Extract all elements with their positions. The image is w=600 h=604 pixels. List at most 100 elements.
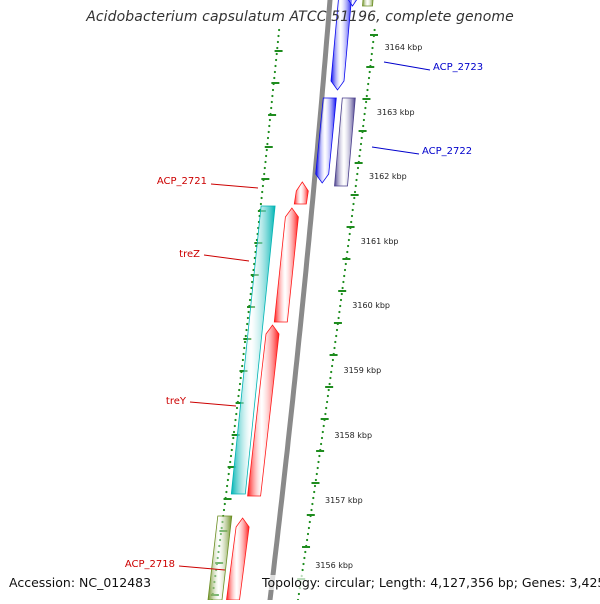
ruler-dot [227,472,230,476]
gene-label-leader [383,61,431,71]
ruler-dot [260,196,263,200]
ruler-dot [233,424,236,428]
gene-acp-2723 [330,0,352,91]
ruler-dot [325,406,328,410]
ruler-tick-label: 3163 kbp [377,108,415,117]
ruler-dot [331,364,334,368]
ruler-dot [350,220,353,224]
gene-acp-2722 [334,97,356,187]
ruler-dot [247,310,250,314]
ruler-dot [333,346,336,350]
gene-label-leader [189,401,237,407]
ruler-dot [265,148,268,152]
ruler-dot [344,262,347,266]
accession-text: Accession: NC_012483 [9,575,152,590]
ruler-dot [278,28,281,32]
ruler-dot [338,310,341,314]
ruler-dot [353,190,357,194]
ruler-dot [346,250,349,254]
gene-label: ACP_2721 [157,176,207,187]
ruler-dot [367,82,370,86]
ruler-dot [243,340,247,344]
ruler-tick-label: 3160 kbp [352,301,390,310]
ruler-tick-label: 3156 kbp [315,561,353,570]
ruler-dot [335,328,339,332]
ruler-dot [313,490,316,494]
ruler-tick-label: 3164 kbp [385,43,423,52]
ruler-dot [362,124,365,128]
ruler-dot [268,124,271,128]
ruler-dot [339,298,343,302]
ruler-tick-label: 3159 kbp [344,366,382,375]
ruler-dot [335,334,338,338]
ruler-dot [328,382,331,386]
ruler-dot [340,292,343,296]
ruler-dot [347,244,350,248]
ruler-dot [273,70,276,74]
ruler-dot [337,316,340,320]
ruler-dot [271,94,274,98]
ruler-dot [235,412,238,416]
ruler-dot [331,358,334,362]
ruler-dot [370,52,373,56]
gene-acp-2718 [226,517,250,601]
ruler-dot [222,508,226,512]
ruler-dot [263,166,266,170]
gene-trez [273,207,299,323]
gene-label: ACP_2723 [433,62,483,73]
gene-label: treZ [179,249,200,260]
ruler-dot [241,358,244,362]
ruler-dot [265,154,268,158]
ruler-dot [232,436,235,440]
ruler-dot [225,490,228,494]
genome-backbone [267,0,333,604]
ruler-dot [230,448,233,452]
ruler-dot [246,322,249,326]
ruler-dot [238,382,242,386]
ruler-dot [353,196,356,200]
ruler-dot [264,160,267,164]
ruler-dot [315,472,318,476]
genome-summary-text: Topology: circular; Length: 4,127,356 bp… [262,575,600,590]
ruler-dot [365,100,368,104]
gene-label-leader [203,254,250,262]
ruler-dot [368,70,371,74]
gene-cyan [230,205,276,495]
ruler-dot [355,178,358,182]
ruler-dot [343,268,347,272]
ruler-tick-label: 3162 kbp [369,172,407,181]
ruler-dot [350,214,354,218]
ruler-dot [306,532,310,536]
ruler-dot [356,166,360,170]
ruler-dot [341,286,344,290]
ruler-dot [267,130,270,134]
ruler-dot [234,418,237,422]
ruler-dot [250,286,253,290]
ruler-dot [342,280,345,284]
ruler-dot [276,40,279,44]
ruler-dot [261,184,264,188]
ruler-dot [370,58,373,62]
ruler-dot [360,136,363,140]
ruler-dot [261,190,264,194]
ruler-dot [263,172,266,176]
ruler-dot [229,460,232,464]
ruler-dot [358,154,361,158]
ruler-dot [311,502,314,506]
ruler-dot [371,46,374,50]
ruler-dot [322,424,325,428]
ruler-dot [316,466,319,470]
feature-olive-top [362,0,374,7]
ruler-dot [320,436,324,440]
ruler-dot [259,202,262,206]
ruler-dot [326,394,329,398]
ruler-dot [303,556,306,560]
ruler-dot [245,328,248,332]
ruler-dot [329,376,332,380]
ruler-dot [266,142,269,146]
ruler-dot [326,400,329,404]
ruler-dot [354,184,357,188]
ruler-dot [364,106,367,110]
ruler-dot [365,94,368,98]
